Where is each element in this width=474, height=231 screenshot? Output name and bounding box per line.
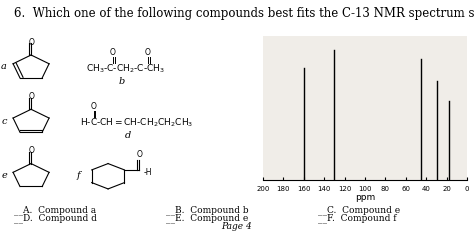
- Text: f: f: [76, 170, 80, 179]
- X-axis label: ppm: ppm: [355, 192, 375, 201]
- Text: O: O: [137, 149, 142, 158]
- Text: O: O: [28, 91, 34, 100]
- Text: c: c: [1, 116, 7, 125]
- Text: CH$_3$-C-CH$_2$-C-CH$_3$: CH$_3$-C-CH$_2$-C-CH$_3$: [86, 62, 165, 75]
- Text: b: b: [118, 76, 125, 85]
- Text: e: e: [1, 170, 7, 179]
- Text: __F.  Compound f: __F. Compound f: [318, 213, 396, 222]
- Text: O: O: [110, 48, 116, 57]
- Text: __C.  Compound e: __C. Compound e: [318, 204, 400, 214]
- Text: __B.  Compound b: __B. Compound b: [166, 204, 248, 214]
- Text: O: O: [28, 37, 34, 46]
- Text: O: O: [28, 146, 34, 155]
- Text: O: O: [145, 48, 151, 57]
- Text: 6.  Which one of the following compounds best fits the C-13 NMR spectrum shown b: 6. Which one of the following compounds …: [14, 7, 474, 20]
- Text: H-C-CH$=$CH-CH$_2$CH$_2$CH$_3$: H-C-CH$=$CH-CH$_2$CH$_2$CH$_3$: [80, 116, 193, 129]
- Text: O: O: [91, 102, 97, 111]
- Text: a: a: [1, 62, 7, 71]
- Text: Page 4: Page 4: [222, 221, 252, 230]
- Text: d: d: [125, 131, 131, 140]
- Text: __E.  Compound e: __E. Compound e: [166, 213, 248, 222]
- Text: -H: -H: [143, 167, 152, 176]
- Text: __D.  Compound d: __D. Compound d: [14, 213, 97, 222]
- Text: __A.  Compound a: __A. Compound a: [14, 204, 96, 214]
